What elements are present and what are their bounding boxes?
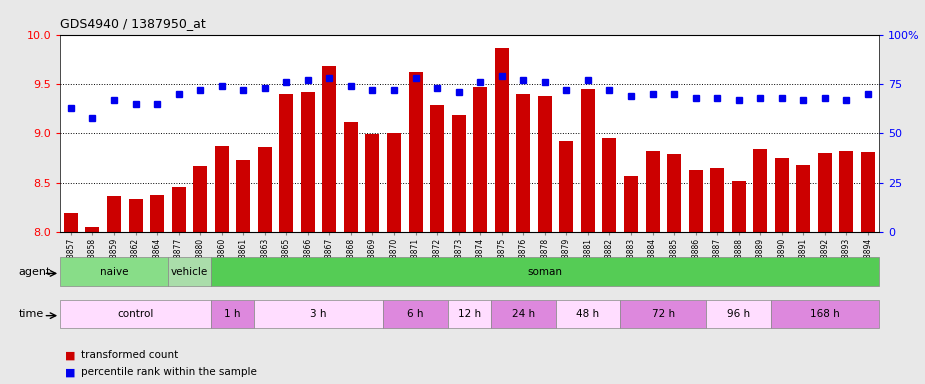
Bar (167, 257, 211, 286)
Text: GDS4940 / 1387950_at: GDS4940 / 1387950_at (60, 17, 206, 30)
Bar (516, 94, 530, 232)
Text: vehicle: vehicle (171, 266, 208, 277)
Bar (236, 160, 251, 232)
Bar (365, 134, 379, 232)
Text: 1 h: 1 h (224, 309, 240, 319)
Bar (387, 133, 401, 232)
Bar (150, 195, 164, 232)
Bar (107, 196, 121, 232)
Text: 168 h: 168 h (810, 309, 840, 319)
Bar (430, 105, 444, 232)
Bar (581, 89, 595, 232)
Bar (409, 72, 423, 232)
Bar (861, 152, 875, 232)
Text: percentile rank within the sample: percentile rank within the sample (81, 367, 257, 377)
Bar (753, 149, 767, 232)
Bar (560, 141, 574, 232)
Bar (344, 122, 358, 232)
Bar (796, 165, 810, 232)
Bar (474, 87, 487, 232)
Text: 72 h: 72 h (652, 309, 675, 319)
Bar (771, 300, 879, 328)
Bar (710, 168, 724, 232)
Bar (254, 300, 383, 328)
Bar (775, 158, 789, 232)
Bar (448, 300, 491, 328)
Text: 96 h: 96 h (727, 309, 750, 319)
Bar (64, 213, 78, 232)
Text: ■: ■ (65, 367, 75, 377)
Bar (258, 147, 272, 232)
Bar (129, 199, 142, 232)
Bar (60, 300, 211, 328)
Bar (215, 146, 228, 232)
Text: soman: soman (527, 266, 562, 277)
Text: 6 h: 6 h (407, 309, 424, 319)
Text: 3 h: 3 h (311, 309, 327, 319)
Bar (211, 300, 254, 328)
Text: control: control (117, 309, 154, 319)
Text: time: time (18, 309, 43, 319)
Bar (323, 66, 337, 232)
Bar (732, 181, 746, 232)
Bar (707, 300, 771, 328)
Text: 24 h: 24 h (512, 309, 535, 319)
Bar (301, 92, 314, 232)
Text: ■: ■ (65, 350, 75, 360)
Bar (451, 115, 465, 232)
Text: transformed count: transformed count (81, 350, 179, 360)
Bar (688, 170, 703, 232)
Bar (85, 227, 100, 232)
Text: agent: agent (18, 266, 51, 277)
Bar (624, 176, 638, 232)
Bar (646, 151, 660, 232)
Text: 48 h: 48 h (576, 309, 599, 319)
Bar (839, 151, 854, 232)
Bar (495, 48, 509, 232)
Bar (60, 257, 167, 286)
Bar (602, 138, 616, 232)
Bar (818, 153, 832, 232)
Bar (556, 300, 621, 328)
Bar (193, 166, 207, 232)
Text: naive: naive (100, 266, 129, 277)
Bar (667, 154, 681, 232)
Bar (172, 187, 186, 232)
Bar (383, 300, 448, 328)
Bar (537, 96, 552, 232)
Bar (211, 257, 879, 286)
Text: 12 h: 12 h (458, 309, 481, 319)
Bar (491, 300, 556, 328)
Bar (621, 300, 707, 328)
Bar (279, 94, 293, 232)
